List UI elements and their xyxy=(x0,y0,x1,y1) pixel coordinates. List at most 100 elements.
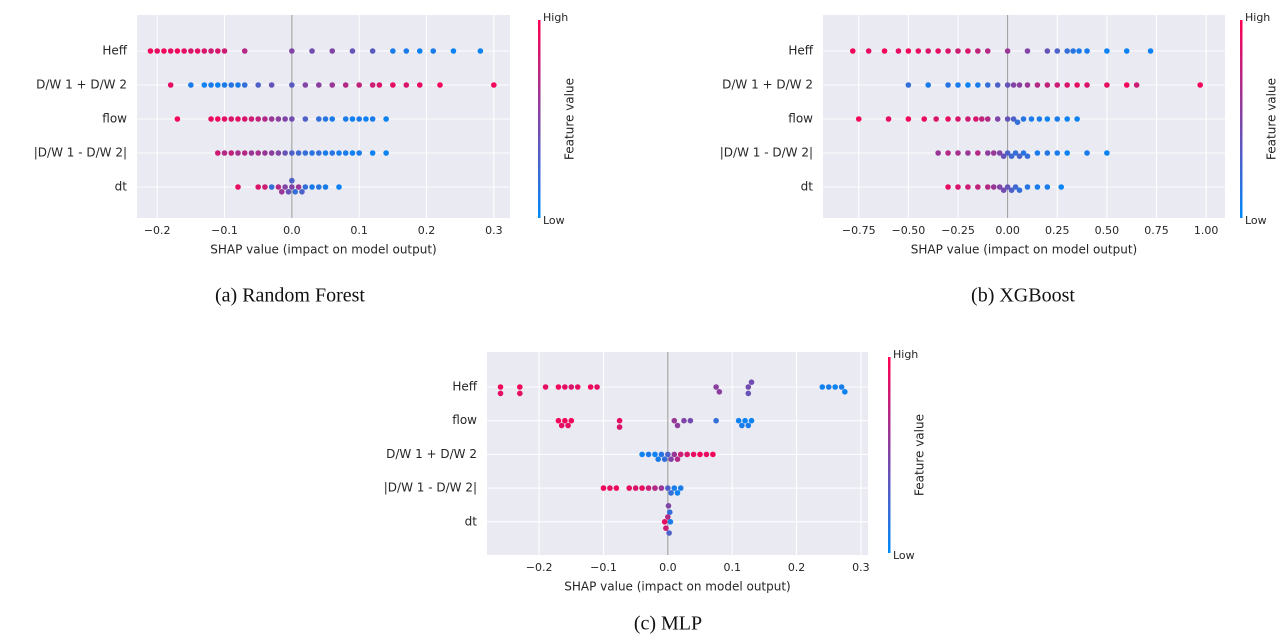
dot xyxy=(450,48,457,54)
dot xyxy=(716,389,723,395)
dot xyxy=(302,184,309,190)
dot xyxy=(235,184,241,190)
dot xyxy=(681,417,687,424)
dot xyxy=(990,150,997,156)
dot xyxy=(1044,184,1051,190)
dot xyxy=(383,150,389,156)
dot xyxy=(1123,48,1130,54)
dot xyxy=(645,485,652,491)
feature-label: D/W 1 + D/W 2 xyxy=(386,447,477,461)
dot xyxy=(235,150,241,156)
dot xyxy=(838,384,845,390)
dot xyxy=(703,451,710,458)
dot xyxy=(1004,184,1011,190)
feature-label: flow xyxy=(102,112,127,126)
dot xyxy=(1034,184,1041,190)
dot xyxy=(268,82,275,88)
dot xyxy=(1074,116,1080,122)
dot xyxy=(666,530,672,536)
dot xyxy=(390,82,396,88)
dot xyxy=(1024,48,1031,54)
x-axis-label: SHAP value (impact on model output) xyxy=(210,243,437,257)
dot xyxy=(1020,150,1027,156)
dot xyxy=(275,116,282,122)
dot xyxy=(555,417,562,424)
dot xyxy=(241,82,248,88)
dot xyxy=(302,150,309,156)
colorbar-label: Feature value xyxy=(563,78,577,160)
dot xyxy=(666,509,673,515)
dot xyxy=(905,116,912,122)
x-tick-label: 0.00 xyxy=(995,224,1020,237)
x-tick-label: −0.75 xyxy=(842,224,876,237)
dot xyxy=(322,150,329,156)
feature-label: dt xyxy=(465,514,478,528)
dot xyxy=(201,82,208,88)
dot xyxy=(990,184,997,190)
x-axis-label: SHAP value (impact on model output) xyxy=(911,243,1138,257)
dot xyxy=(905,82,912,88)
dot xyxy=(322,184,329,190)
dot xyxy=(1123,82,1130,88)
dot xyxy=(697,451,703,458)
dot xyxy=(497,384,504,390)
dot xyxy=(562,417,568,424)
dot xyxy=(935,150,941,156)
dot xyxy=(309,184,315,190)
dot xyxy=(363,116,369,122)
dot xyxy=(945,82,951,88)
dot xyxy=(194,48,201,54)
x-tick-label: 0.75 xyxy=(1144,224,1169,237)
dot xyxy=(282,116,288,122)
dot xyxy=(975,150,981,156)
colorbar-high: High xyxy=(893,348,918,361)
dot xyxy=(663,525,669,531)
dot xyxy=(369,82,376,88)
dot xyxy=(302,82,309,88)
dot xyxy=(748,417,755,424)
dot xyxy=(1054,116,1061,122)
dot xyxy=(174,48,181,54)
dot xyxy=(302,116,309,122)
dot xyxy=(403,82,410,88)
dot xyxy=(661,519,668,525)
dot xyxy=(208,82,214,88)
dot xyxy=(996,184,1003,190)
caption: (c) MLP xyxy=(634,613,702,635)
feature-label: Heff xyxy=(102,44,127,58)
dot xyxy=(289,48,295,54)
dot xyxy=(655,456,661,463)
x-tick-label: −0.2 xyxy=(526,561,553,574)
dot xyxy=(309,48,315,54)
dot xyxy=(201,48,208,54)
dot xyxy=(356,150,362,156)
dot xyxy=(174,116,181,122)
dot xyxy=(710,451,716,458)
dot xyxy=(684,451,690,458)
dot xyxy=(1133,82,1140,88)
dot xyxy=(674,422,681,429)
dot xyxy=(1044,82,1051,88)
dot xyxy=(228,116,235,122)
dot xyxy=(1024,153,1031,159)
feature-label: |D/W 1 - D/W 2| xyxy=(34,146,127,160)
feature-label: dt xyxy=(801,180,814,194)
dot xyxy=(1064,48,1070,54)
dot xyxy=(658,451,665,458)
dot xyxy=(671,485,678,491)
dot xyxy=(329,48,336,54)
dot xyxy=(955,82,961,88)
dot xyxy=(349,48,356,54)
colorbar-label: Feature value xyxy=(913,414,927,496)
dot xyxy=(278,189,285,195)
feature-label: dt xyxy=(115,180,128,194)
dot xyxy=(295,150,302,156)
dot xyxy=(248,116,255,122)
dot xyxy=(342,150,349,156)
dot xyxy=(842,389,848,395)
dot xyxy=(668,490,674,496)
dot xyxy=(1028,116,1035,122)
colorbar-high: High xyxy=(543,11,568,24)
x-tick-label: 0.0 xyxy=(659,561,677,574)
